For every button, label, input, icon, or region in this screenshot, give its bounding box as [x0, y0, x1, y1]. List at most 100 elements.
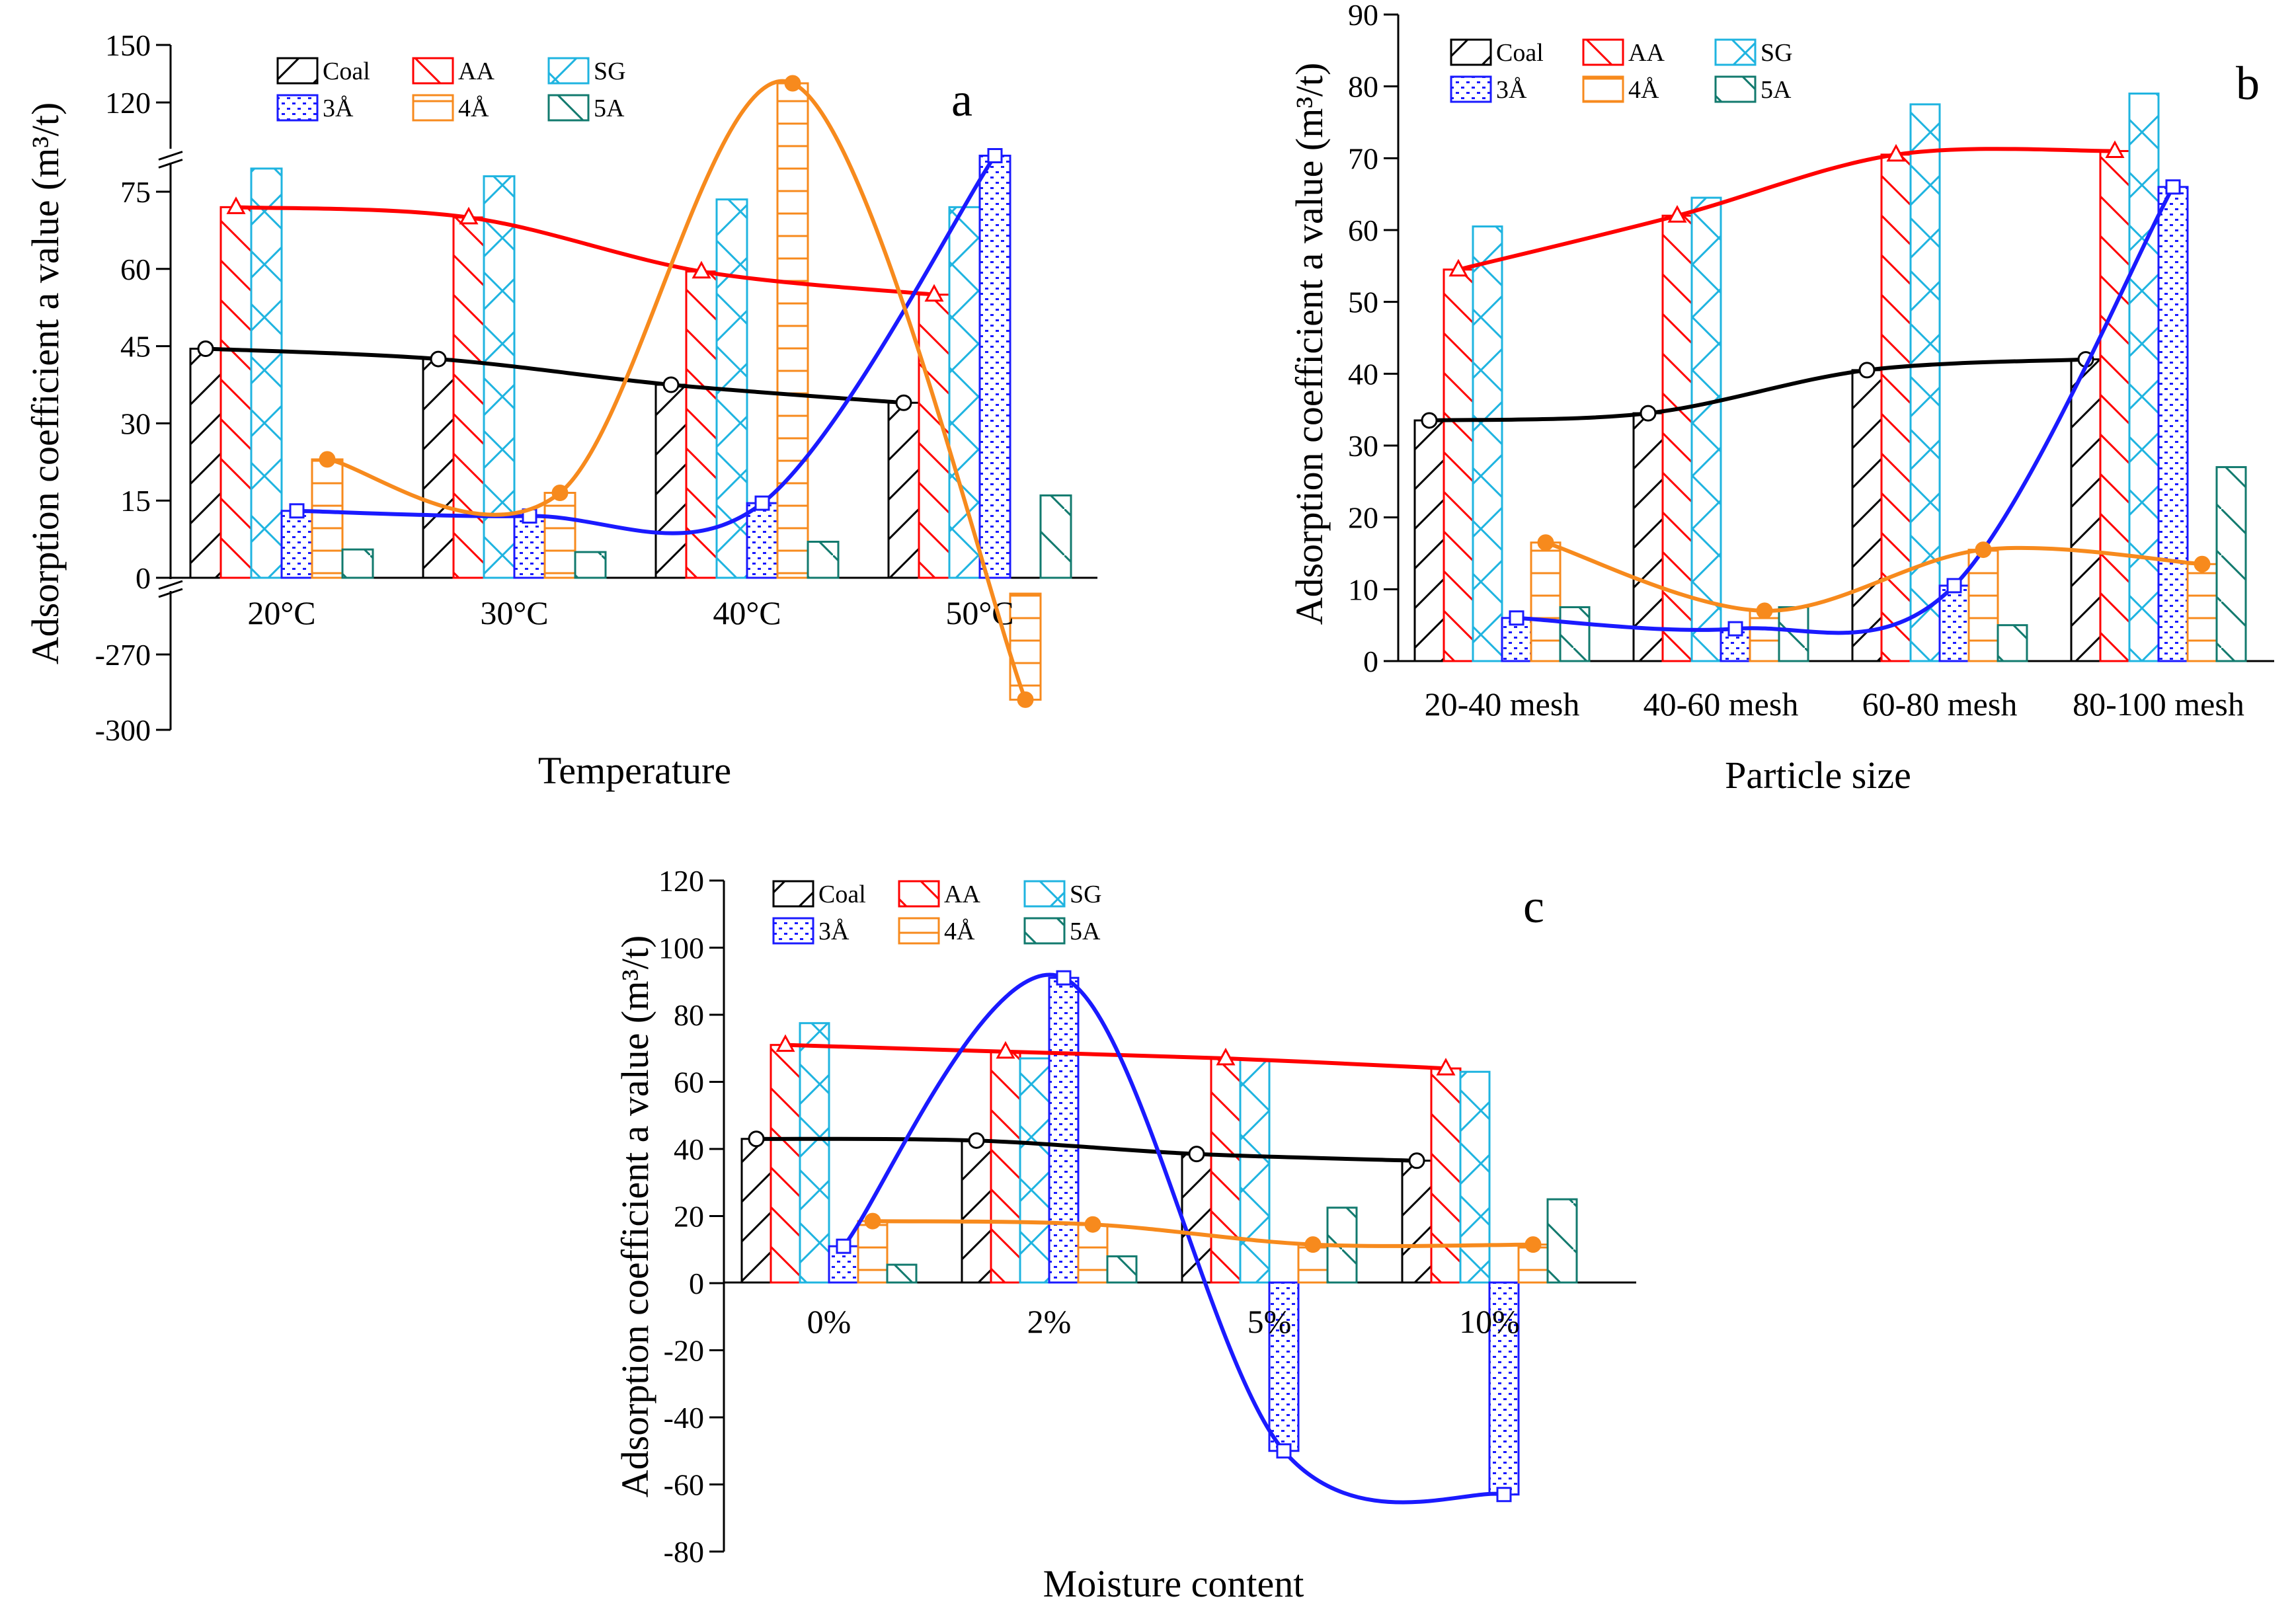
y-tick-label: 50	[1348, 286, 1378, 319]
legend-label-aa: AA	[944, 881, 980, 908]
legend-swatch-a5	[1714, 75, 1757, 103]
legend-swatch-a3	[772, 917, 814, 945]
y-axis-title: Adsorption coefficient a value (m³/t)	[614, 935, 656, 1498]
point-coal-3	[895, 394, 912, 411]
point-coal-1	[1640, 405, 1657, 422]
category-label: 20-40 mesh	[1425, 686, 1580, 723]
legend-swatch-coal	[276, 57, 319, 85]
bar-sg-0	[1472, 225, 1503, 662]
y-tick-label: 0	[136, 561, 151, 595]
y-tick-label: 15	[120, 484, 151, 518]
axis-break-mark-0b	[158, 159, 183, 169]
point-aa-1	[1667, 205, 1687, 223]
panel-c-chart: -80 -60 -40 -20 0 20 40 60 80 100 120 0% 2% 5% 10% Coal…	[614, 864, 1636, 1605]
bar-a4-0	[311, 458, 344, 579]
y-tick-label: 75	[120, 175, 151, 209]
point-a4-3	[1017, 691, 1034, 708]
bar-aa-3	[2099, 149, 2131, 662]
bar-aa-3	[1430, 1067, 1462, 1284]
point-a3-0	[289, 503, 305, 519]
point-a4-1	[551, 485, 569, 502]
bar-a5-1	[1778, 606, 1809, 662]
y-tick-label: 10	[1348, 572, 1378, 606]
bar-sg-3	[948, 206, 981, 579]
legend-label-coal: Coal	[323, 58, 370, 85]
point-a3-2	[1946, 578, 1962, 594]
point-coal-1	[968, 1132, 985, 1149]
trend-line-aa	[1458, 147, 2116, 272]
x-axis-title: Temperature	[538, 749, 731, 792]
trend-line-coal	[205, 346, 904, 405]
bar-a4-2	[1967, 549, 1999, 662]
legend-swatch-a4	[412, 94, 454, 122]
bar-sg-1	[483, 175, 516, 579]
point-aa-2	[1886, 143, 1906, 162]
y-tick-label: 60	[674, 1066, 704, 1099]
point-a4-2	[784, 75, 801, 92]
y-tick-label: -270	[95, 638, 151, 672]
bar-aa-0	[219, 206, 253, 579]
point-aa-1	[996, 1041, 1015, 1059]
point-coal-2	[1858, 362, 1876, 379]
bar-aa-2	[1880, 153, 1912, 662]
y-tick-label: 70	[1348, 141, 1378, 175]
point-aa-2	[1216, 1047, 1236, 1066]
bar-a5-3	[1039, 494, 1072, 579]
y-tick-label: 60	[120, 253, 151, 286]
y-tick-label: 30	[120, 407, 151, 440]
y-axis-title: Adsorption coefficient a value (m³/t)	[24, 102, 67, 665]
panel-b-chart: 0 10 20 30 40 50 60 70 80 90 20-40 mesh 40-60 mesh 6…	[1288, 0, 2274, 797]
panel-letter: b	[2236, 57, 2260, 110]
bar-coal-3	[887, 401, 920, 579]
y-tick-label: 90	[1348, 0, 1378, 32]
legend-label-coal: Coal	[1496, 39, 1544, 67]
y-tick-label: -300	[95, 713, 151, 747]
panel-a-chart: 0 15 30 45 60 75 120 150 -300 -270 20°C 30°C 40°C 50°…	[24, 28, 1097, 792]
point-a3-1	[1727, 621, 1743, 637]
point-coal-1	[430, 350, 447, 368]
point-coal-2	[662, 376, 680, 393]
bar-sg-1	[1690, 196, 1722, 662]
point-aa-3	[924, 284, 944, 302]
y-tick-label: 40	[1348, 357, 1378, 391]
bar-sg-0	[799, 1022, 830, 1284]
trend-line-a3	[1516, 186, 2175, 635]
y-tick-label: 120	[658, 864, 704, 898]
point-aa-2	[692, 260, 711, 279]
y-tick-label: 120	[105, 86, 151, 120]
legend-swatch-a4	[898, 917, 940, 945]
point-a3-3	[1496, 1487, 1512, 1503]
bar-aa-0	[770, 1044, 801, 1284]
point-a4-0	[1537, 534, 1554, 551]
y-tick-label: 60	[1348, 214, 1378, 247]
legend-swatch-a3	[276, 94, 319, 122]
bar-coal-1	[961, 1139, 992, 1284]
bar-coal-0	[1413, 419, 1445, 662]
bar-a4-3	[1009, 592, 1042, 701]
bar-aa-1	[452, 216, 485, 579]
point-a4-1	[1084, 1216, 1101, 1233]
point-a4-3	[2194, 555, 2211, 572]
legend-label-sg: SG	[1761, 39, 1793, 67]
bar-a4-1	[543, 492, 576, 579]
bar-a3-1	[1048, 976, 1080, 1284]
point-a4-2	[1304, 1236, 1322, 1253]
category-label: 50°C	[945, 594, 1013, 631]
bar-aa-2	[1210, 1057, 1242, 1284]
legend-swatch-a5	[1023, 917, 1066, 945]
axis-break-mark-1b	[158, 588, 183, 598]
point-a3-0	[1509, 610, 1524, 626]
legend-label-a3: 3Å	[818, 918, 850, 945]
category-label: 40-60 mesh	[1643, 686, 1799, 723]
point-aa-3	[1436, 1058, 1456, 1076]
y-tick-label: 20	[674, 1200, 704, 1234]
trend-line-a3	[296, 154, 997, 535]
bar-sg-2	[1239, 1059, 1271, 1284]
point-aa-0	[226, 196, 246, 214]
bar-sg-1	[1019, 1057, 1050, 1284]
bar-coal-0	[189, 347, 222, 579]
category-label: 5%	[1247, 1303, 1292, 1340]
legend-swatch-a4	[1582, 75, 1624, 103]
bar-a3-3	[2157, 186, 2189, 662]
